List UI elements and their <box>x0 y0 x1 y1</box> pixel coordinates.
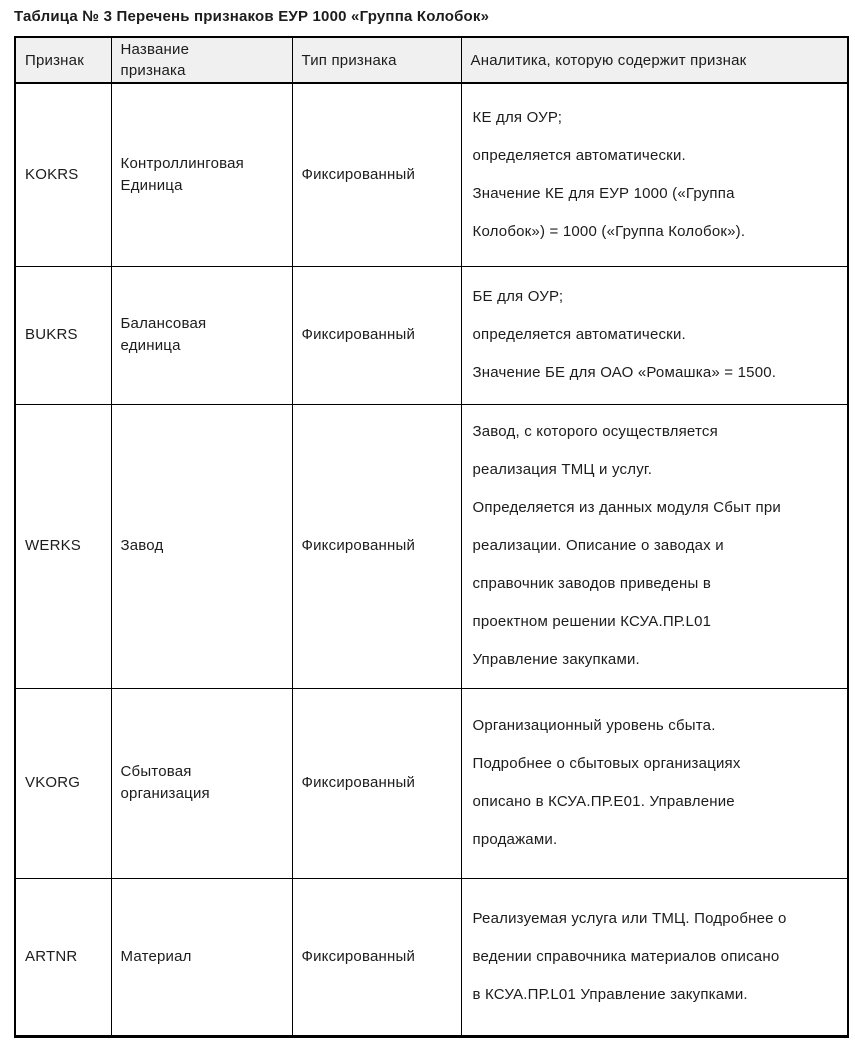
attribute-name-cell: Контроллинговая Единица <box>110 82 293 267</box>
table-row-kokrs: KOKRS Контроллинговая Единица Фиксирован… <box>14 82 849 267</box>
table-caption: Таблица № 3 Перечень признаков ЕУР 1000 … <box>14 8 490 25</box>
table-row-vkorg: VKORG Сбытовая организация Фиксированный… <box>14 687 849 879</box>
attribute-analytics-cell: Организационный уровень сбыта. Подробнее… <box>460 687 849 879</box>
attribute-code-cell: WERKS <box>14 403 112 689</box>
attribute-code-cell: KOKRS <box>14 82 112 267</box>
attribute-type-cell: Фиксированный <box>291 265 462 405</box>
attributes-table: Признак Название признака Тип признака А… <box>14 36 849 1038</box>
column-header-type: Тип признака <box>291 36 462 84</box>
column-header-attribute: Признак <box>14 36 112 84</box>
attribute-name-cell: Завод <box>110 403 293 689</box>
table-row-werks: WERKS Завод Фиксированный Завод, с котор… <box>14 403 849 689</box>
attribute-analytics-cell: БЕ для ОУР; определяется автоматически. … <box>460 265 849 405</box>
attribute-code-cell: BUKRS <box>14 265 112 405</box>
attribute-analytics-cell: Завод, с которого осуществляется реализа… <box>460 403 849 689</box>
table-row-artnr: ARTNR Материал Фиксированный Реализуемая… <box>14 877 849 1037</box>
attribute-type-cell: Фиксированный <box>291 877 462 1037</box>
attribute-type-cell: Фиксированный <box>291 82 462 267</box>
table-header-row: Признак Название признака Тип признака А… <box>14 36 849 84</box>
attribute-name-cell: Сбытовая организация <box>110 687 293 879</box>
attribute-analytics-cell: КЕ для ОУР; определяется автоматически. … <box>460 82 849 267</box>
column-header-analytics: Аналитика, которую содержит признак <box>460 36 849 84</box>
attribute-code-cell: ARTNR <box>14 877 112 1037</box>
attribute-analytics-cell: Реализуемая услуга или ТМЦ. Подробнее о … <box>460 877 849 1037</box>
attribute-type-cell: Фиксированный <box>291 687 462 879</box>
column-header-name: Название признака <box>110 36 293 84</box>
attribute-name-cell: Материал <box>110 877 293 1037</box>
attribute-code-cell: VKORG <box>14 687 112 879</box>
attribute-name-cell: Балансовая единица <box>110 265 293 405</box>
attribute-type-cell: Фиксированный <box>291 403 462 689</box>
table-row-bukrs: BUKRS Балансовая единица Фиксированный Б… <box>14 265 849 405</box>
